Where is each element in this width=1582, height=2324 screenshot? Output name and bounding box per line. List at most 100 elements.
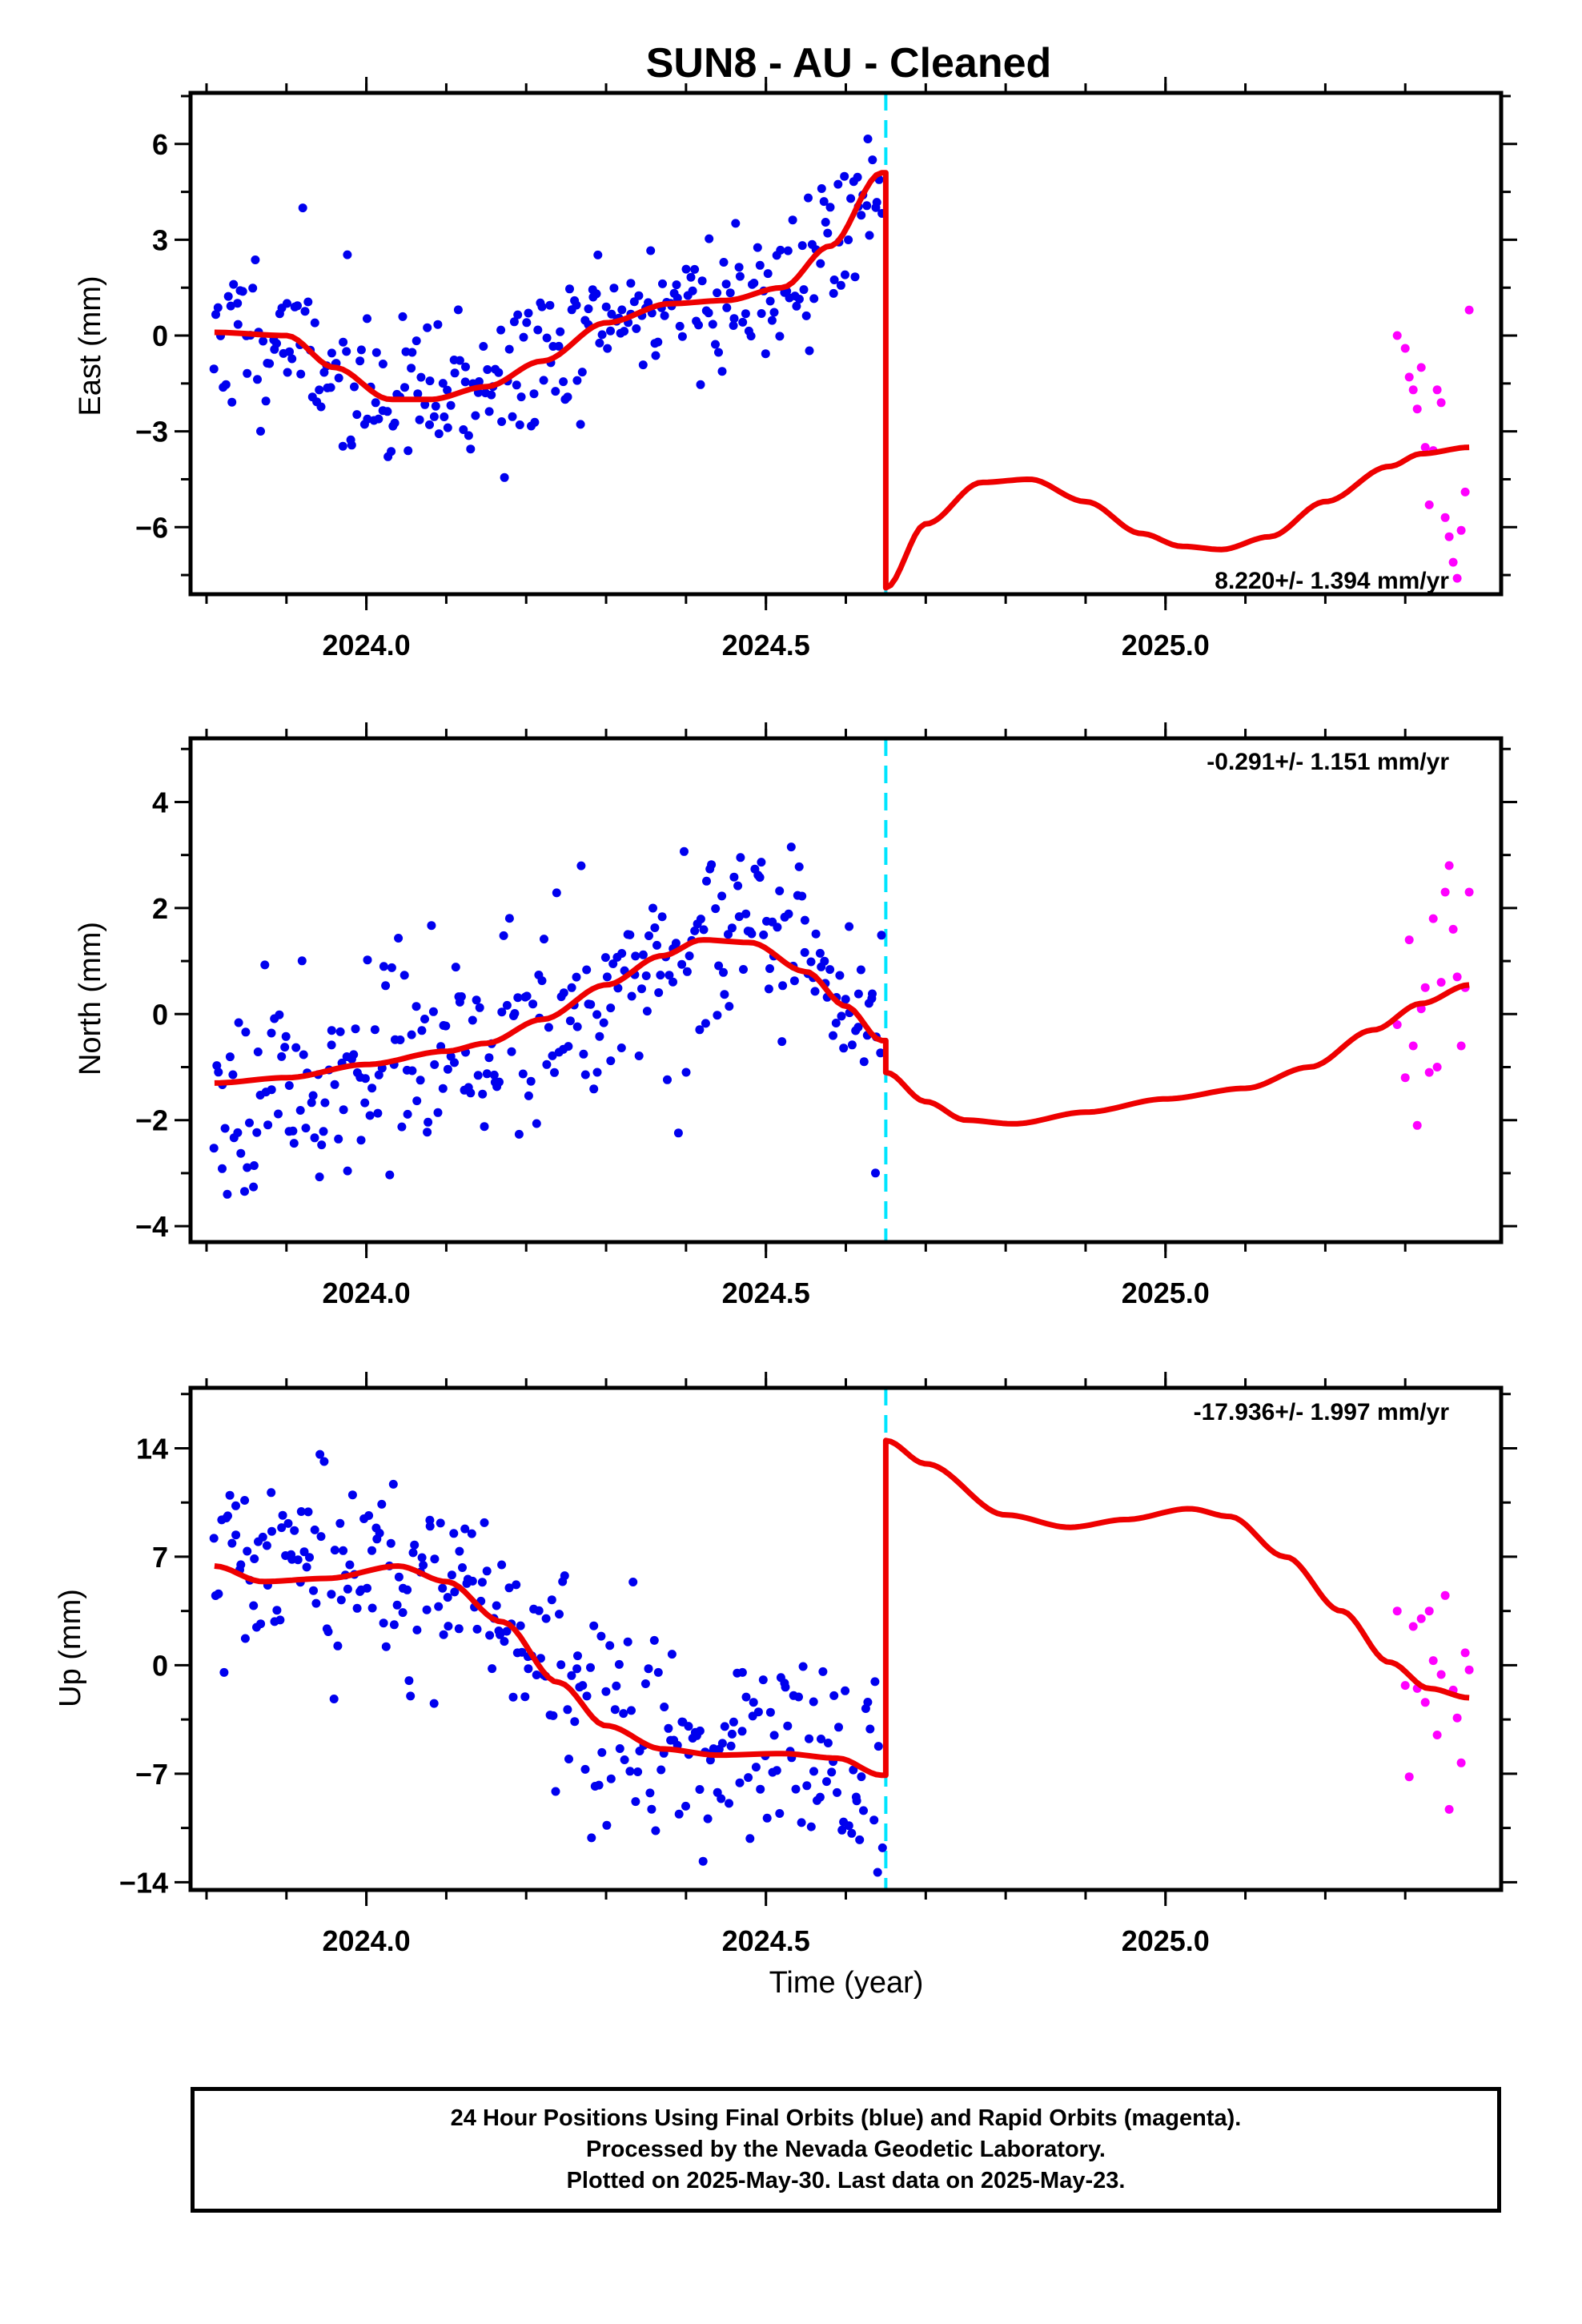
north-x-tick-label: 2024.0	[323, 1277, 411, 1309]
east-final-point	[425, 376, 435, 386]
east-final-point	[433, 320, 443, 329]
up-rapid-point	[1464, 1665, 1474, 1675]
up-final-point	[364, 1511, 374, 1520]
up-final-point	[737, 1727, 747, 1736]
up-final-point	[377, 1499, 387, 1509]
north-final-point	[600, 953, 610, 963]
east-final-point	[347, 440, 356, 450]
up-final-point	[572, 1664, 582, 1674]
north-final-point	[773, 923, 782, 932]
up-final-point	[798, 1662, 808, 1671]
north-final-point	[835, 971, 845, 980]
up-final-point	[250, 1554, 259, 1563]
east-final-point	[229, 279, 239, 289]
up-final-point	[720, 1722, 729, 1731]
east-final-point	[352, 410, 362, 420]
up-final-point	[209, 1534, 219, 1543]
up-final-point	[516, 1621, 525, 1630]
east-final-point	[804, 193, 813, 203]
north-final-point	[438, 1084, 448, 1093]
up-final-point	[847, 1828, 857, 1838]
up-final-point	[827, 1767, 837, 1777]
north-y-tick-label: 4	[152, 786, 168, 818]
east-final-point	[374, 414, 383, 424]
up-final-point	[605, 1641, 615, 1651]
east-rapid-point	[1400, 344, 1410, 353]
east-final-point	[850, 272, 860, 282]
up-final-point	[829, 1691, 839, 1700]
east-final-point	[554, 341, 564, 351]
up-final-point	[388, 1479, 398, 1489]
up-y-tick-label: 14	[136, 1432, 168, 1465]
up-final-point	[849, 1765, 858, 1775]
up-final-point	[749, 1698, 758, 1707]
up-final-point	[447, 1570, 456, 1580]
up-final-point	[227, 1538, 237, 1548]
east-final-point	[809, 294, 819, 304]
east-final-point	[390, 418, 400, 428]
east-rapid-point	[1404, 372, 1414, 382]
up-final-point	[327, 1590, 336, 1599]
up-final-point	[745, 1834, 755, 1844]
east-final-point	[238, 287, 247, 296]
up-final-point	[797, 1818, 806, 1827]
up-final-point	[502, 1626, 512, 1636]
north-final-point	[794, 862, 804, 871]
east-final-point	[711, 340, 720, 349]
north-final-point	[367, 1084, 377, 1093]
north-final-point	[412, 1096, 422, 1106]
north-final-point	[681, 1068, 691, 1077]
north-final-point	[450, 1058, 459, 1068]
up-frame	[188, 1385, 1504, 1892]
up-final-point	[741, 1692, 751, 1702]
up-final-point	[311, 1598, 321, 1608]
east-rapid-point	[1432, 385, 1442, 395]
north-final-point	[608, 959, 618, 968]
up-final-point	[870, 1677, 880, 1687]
north-final-point	[699, 925, 709, 935]
up-final-point	[460, 1524, 470, 1534]
east-final-point	[862, 201, 872, 211]
north-final-point	[308, 1091, 318, 1100]
north-final-point	[713, 1011, 722, 1020]
east-y-tick-label: 6	[152, 128, 168, 161]
up-final-point	[717, 1739, 727, 1748]
east-final-point	[327, 348, 336, 358]
north-rapid-point	[1392, 1020, 1402, 1029]
up-final-point	[869, 1815, 879, 1825]
north-final-point	[514, 1129, 524, 1139]
east-final-point	[460, 377, 470, 387]
footer-box: 24 Hour Positions Using Final Orbits (bl…	[191, 2087, 1501, 2213]
east-final-point	[841, 270, 849, 279]
up-final-point	[249, 1601, 259, 1610]
up-final-point	[802, 1781, 812, 1791]
north-final-point	[212, 1061, 222, 1071]
up-final-point	[422, 1605, 432, 1614]
north-final-point	[789, 976, 799, 986]
up-final-point	[429, 1699, 439, 1708]
east-final-point	[651, 351, 661, 360]
up-final-point	[434, 1602, 444, 1611]
north-final-point	[441, 1021, 451, 1031]
up-final-point	[512, 1580, 521, 1590]
north-rapid-point	[1456, 1041, 1466, 1051]
up-rapid-point	[1440, 1590, 1450, 1600]
north-final-point	[677, 959, 687, 969]
north-final-point	[319, 1127, 328, 1136]
east-x-tick-label: 2024.0	[323, 629, 411, 661]
east-final-point	[816, 259, 825, 268]
east-final-point	[283, 299, 291, 308]
east-final-point	[675, 321, 685, 331]
east-rapid-point	[1436, 398, 1446, 408]
north-final-point	[820, 956, 829, 966]
north-rapid-point	[1448, 924, 1458, 934]
north-final-point	[240, 1187, 249, 1196]
north-final-point	[552, 888, 561, 898]
north-final-point	[456, 992, 466, 1001]
up-final-point	[497, 1560, 507, 1570]
up-final-point	[644, 1664, 653, 1674]
east-final-point	[233, 299, 243, 308]
north-final-point	[427, 921, 436, 931]
east-final-point	[601, 302, 611, 312]
east-final-point	[326, 383, 335, 392]
